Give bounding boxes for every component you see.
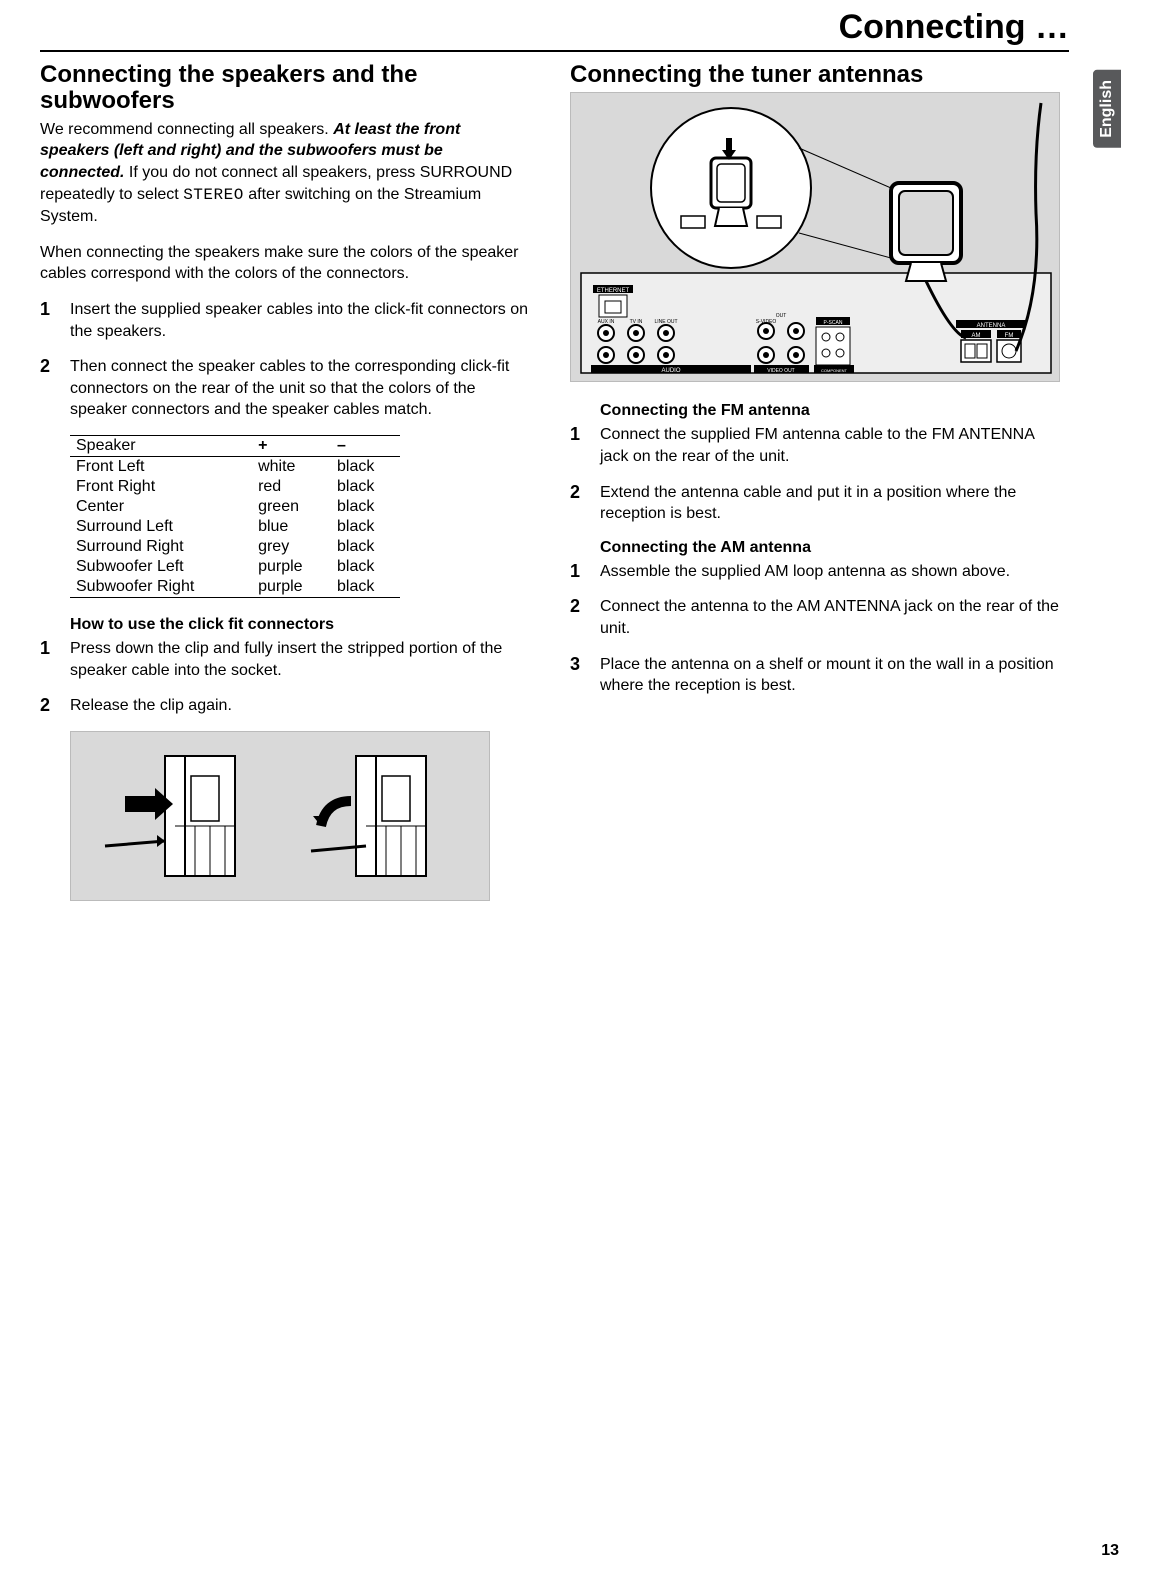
- label-pscan: P-SCAN: [824, 320, 843, 326]
- am-step-2: 2 Connect the antenna to the AM ANTENNA …: [570, 596, 1060, 639]
- table-row: Subwoofer Rightpurpleblack: [70, 577, 400, 598]
- table-row: Front Leftwhiteblack: [70, 456, 400, 477]
- clickfit-heading: How to use the click fit connectors: [70, 616, 530, 634]
- label-am: AM: [972, 333, 981, 339]
- cell: green: [252, 497, 331, 517]
- cell: black: [331, 456, 400, 477]
- clickfit-step-2: 2 Release the clip again.: [40, 695, 530, 717]
- cell: blue: [252, 517, 331, 537]
- page-title: Connecting …: [839, 8, 1069, 47]
- clickfit-diagram: [70, 731, 490, 901]
- stereo-word: STEREO: [183, 186, 244, 204]
- speaker-step-2: 2 Then connect the speaker cables to the…: [40, 356, 530, 421]
- table-header-speaker: Speaker: [70, 435, 252, 456]
- label-svideo: S-VIDEO: [756, 319, 777, 325]
- cell: Center: [70, 497, 252, 517]
- step-number: 1: [40, 299, 56, 342]
- speaker-color-table: Speaker + – Front Leftwhiteblack Front R…: [70, 435, 400, 598]
- intro-text-1: We recommend connecting all speakers.: [40, 121, 333, 138]
- step-text: Place the antenna on a shelf or mount it…: [600, 654, 1060, 697]
- antenna-heading: Connecting the tuner antennas: [570, 62, 1060, 88]
- speakers-heading: Connecting the speakers and the subwoofe…: [40, 62, 530, 115]
- cell: red: [252, 477, 331, 497]
- left-column: Connecting the speakers and the subwoofe…: [40, 62, 530, 901]
- step-number: 1: [570, 561, 586, 583]
- am-heading: Connecting the AM antenna: [600, 539, 1060, 557]
- step-number: 3: [570, 654, 586, 697]
- label-component: COMPONENT: [821, 368, 848, 373]
- table-header-minus: –: [331, 435, 400, 456]
- clickfit-release-icon: [306, 746, 466, 886]
- cell: Front Left: [70, 456, 252, 477]
- label-aux-in: AUX IN: [598, 319, 615, 325]
- top-rule: [40, 50, 1069, 52]
- cell: Surround Right: [70, 537, 252, 557]
- cell: Subwoofer Left: [70, 557, 252, 577]
- am-step-1: 1 Assemble the supplied AM loop antenna …: [570, 561, 1060, 583]
- language-tab: English: [1093, 70, 1121, 148]
- step-number: 2: [40, 356, 56, 421]
- clickfit-press-icon: [95, 746, 275, 886]
- step-text: Then connect the speaker cables to the c…: [70, 356, 530, 421]
- clickfit-step-1: 1 Press down the clip and fully insert t…: [40, 638, 530, 681]
- cell: black: [331, 577, 400, 598]
- step-number: 1: [570, 424, 586, 467]
- step-text: Connect the supplied FM antenna cable to…: [600, 424, 1060, 467]
- right-column: Connecting the tuner antennas ETHERNET A…: [570, 62, 1060, 901]
- label-antenna: ANTENNA: [977, 323, 1006, 329]
- label-line-out: LINE OUT: [654, 319, 677, 325]
- table-row: Subwoofer Leftpurpleblack: [70, 557, 400, 577]
- step-text: Assemble the supplied AM loop antenna as…: [600, 561, 1060, 583]
- label-tv-in: TV IN: [630, 319, 643, 325]
- cell: black: [331, 557, 400, 577]
- step-number: 2: [40, 695, 56, 717]
- step-text: Connect the antenna to the AM ANTENNA ja…: [600, 596, 1060, 639]
- speaker-step-1: 1 Insert the supplied speaker cables int…: [40, 299, 530, 342]
- label-ethernet: ETHERNET: [597, 288, 630, 294]
- table-row: Centergreenblack: [70, 497, 400, 517]
- table-row: Surround Rightgreyblack: [70, 537, 400, 557]
- antenna-diagram: ETHERNET AUDIO AUX IN TV IN LINE OUT: [570, 92, 1060, 382]
- cell: Subwoofer Right: [70, 577, 252, 598]
- step-number: 1: [40, 638, 56, 681]
- cell: black: [331, 477, 400, 497]
- label-video-out: VIDEO OUT: [767, 368, 795, 374]
- fm-step-2: 2 Extend the antenna cable and put it in…: [570, 482, 1060, 525]
- fm-heading: Connecting the FM antenna: [600, 402, 1060, 420]
- table-row: Surround Leftblueblack: [70, 517, 400, 537]
- cell: grey: [252, 537, 331, 557]
- table-header-plus: +: [252, 435, 331, 456]
- cell: black: [331, 497, 400, 517]
- step-number: 2: [570, 482, 586, 525]
- step-number: 2: [570, 596, 586, 639]
- intro-paragraph: We recommend connecting all speakers. At…: [40, 119, 530, 228]
- cell: purple: [252, 577, 331, 598]
- cell: Surround Left: [70, 517, 252, 537]
- table-row: Front Rightredblack: [70, 477, 400, 497]
- step-text: Press down the clip and fully insert the…: [70, 638, 530, 681]
- cell: white: [252, 456, 331, 477]
- cell: black: [331, 517, 400, 537]
- label-fm: FM: [1005, 333, 1014, 339]
- am-step-3: 3 Place the antenna on a shelf or mount …: [570, 654, 1060, 697]
- step-text: Extend the antenna cable and put it in a…: [600, 482, 1060, 525]
- cell: Front Right: [70, 477, 252, 497]
- cell: purple: [252, 557, 331, 577]
- antenna-diagram-svg: ETHERNET AUDIO AUX IN TV IN LINE OUT: [571, 93, 1060, 382]
- cell: black: [331, 537, 400, 557]
- label-audio: AUDIO: [661, 368, 680, 374]
- page-number: 13: [1101, 1542, 1119, 1560]
- content-area: Connecting the speakers and the subwoofe…: [40, 62, 1060, 901]
- color-note: When connecting the speakers make sure t…: [40, 242, 530, 285]
- fm-step-1: 1 Connect the supplied FM antenna cable …: [570, 424, 1060, 467]
- step-text: Release the clip again.: [70, 695, 530, 717]
- step-text: Insert the supplied speaker cables into …: [70, 299, 530, 342]
- label-out: OUT: [776, 313, 787, 319]
